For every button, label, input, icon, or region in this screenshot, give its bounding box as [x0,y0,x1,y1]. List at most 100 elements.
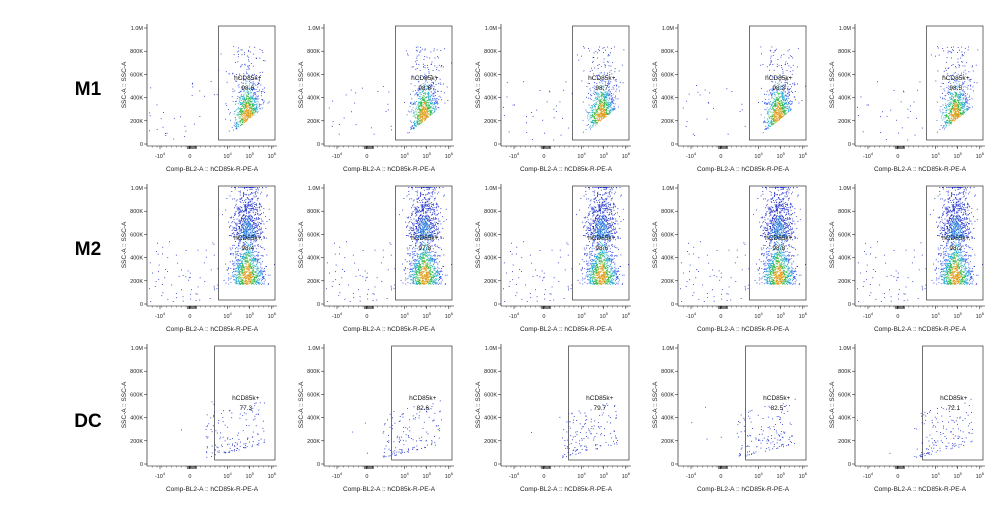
event-dot [245,264,247,266]
event-dot [780,105,782,107]
event-dot [241,119,242,120]
event-dot [432,112,434,113]
event-dot [243,111,245,113]
event-dot [243,98,245,100]
event-dot [236,206,238,208]
event-dot [259,104,260,106]
event-dot [596,121,598,123]
event-dot [423,67,425,69]
event-dot [238,207,240,209]
event-dot [784,99,786,100]
gate-label: hCD85k+ [942,75,969,82]
event-dot [244,231,246,232]
event-dot [553,117,555,119]
event-dot [960,110,962,112]
event-dot [514,104,515,106]
event-dot [248,92,249,94]
event-dot [411,128,413,129]
event-dot [256,263,257,265]
event-dot [246,114,247,115]
event-dot [950,102,952,104]
event-dot [590,114,591,116]
event-dot [773,101,775,103]
event-dot [780,105,781,107]
event-dot [255,98,256,99]
event-dot [962,114,963,115]
event-dot [167,271,168,272]
event-dot [259,227,261,229]
event-dot [410,111,412,113]
event-dot [772,108,774,110]
event-dot [261,271,263,272]
event-dot [252,103,254,105]
event-dot [217,284,219,286]
event-dot [594,120,596,122]
event-dot [422,109,424,111]
event-dot [427,113,429,115]
event-dot [243,96,245,98]
event-dot [777,116,779,118]
event-dot [255,88,257,90]
event-dot [610,69,612,71]
event-dot [415,61,417,63]
event-dot [774,111,776,113]
event-dot [768,115,770,117]
event-dot [602,116,604,118]
event-dot [250,113,252,115]
event-dot [235,225,237,227]
event-dot [431,85,433,87]
event-dot [942,92,943,94]
event-dot [232,72,234,74]
event-dot [536,109,538,111]
event-dot [252,279,254,281]
event-dot [774,103,776,104]
event-dot [769,125,771,127]
event-dot [423,89,425,90]
event-dot [780,117,782,119]
event-dot [240,65,242,67]
event-dot [254,208,256,210]
event-dot [248,97,250,99]
event-dot [426,116,428,118]
event-dot [263,276,265,277]
event-dot [608,80,610,82]
event-dot [764,93,765,95]
event-dot [428,84,430,86]
event-dot [236,100,237,102]
event-dot [441,99,442,101]
event-dot [242,96,244,97]
event-dot [428,99,430,100]
event-dot [958,114,960,116]
event-dot [953,78,955,80]
event-dot [789,108,791,110]
event-dot [585,109,587,111]
event-dot [601,102,603,104]
event-dot [423,95,425,97]
event-dot [682,107,684,109]
event-dot [961,93,963,95]
event-dot [418,119,420,120]
event-dot [610,95,612,97]
event-dot [957,107,959,109]
event-dot [254,104,256,105]
event-dot [259,209,261,211]
event-dot [241,116,243,118]
event-dot [251,97,253,99]
event-dot [434,99,436,101]
event-dot [778,84,780,85]
event-dot [240,206,242,208]
event-dot [238,126,240,128]
event-dot [261,191,263,193]
event-dot [776,119,778,121]
event-dot [587,82,589,84]
event-dot [240,121,242,123]
event-dot [256,78,258,79]
event-dot [433,88,434,90]
event-dot [787,93,789,95]
event-dot [952,108,954,109]
event-dot [414,123,415,125]
x-axis-label: Comp-BL2-A :: hCD85k-R-PE-A [166,326,259,333]
event-dot [610,52,611,54]
event-dot [597,119,599,121]
event-dot [247,119,248,120]
